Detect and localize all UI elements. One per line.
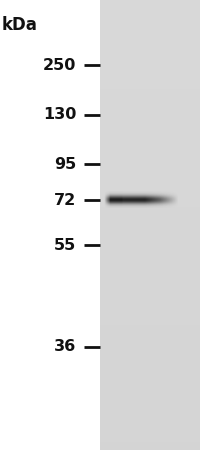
Text: 72: 72 [54, 193, 76, 208]
Text: 250: 250 [43, 58, 76, 73]
Bar [99, 0, 200, 450]
Text: 55: 55 [54, 238, 76, 253]
Text: 95: 95 [54, 157, 76, 172]
Text: 36: 36 [54, 339, 76, 354]
Text: 130: 130 [43, 107, 76, 122]
Text: kDa: kDa [2, 16, 38, 34]
